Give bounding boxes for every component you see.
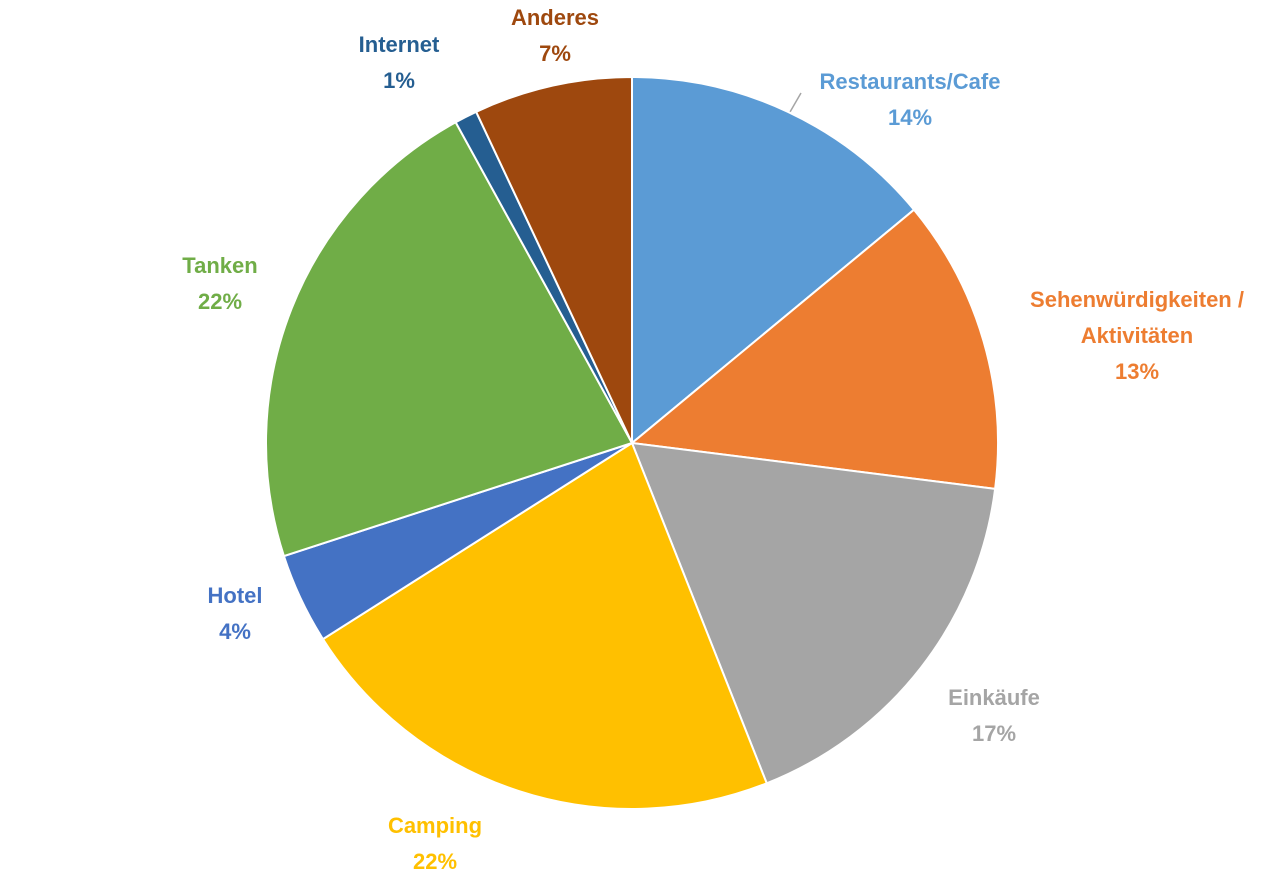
category-label: Camping — [387, 813, 483, 838]
data-label: Anderes 7% — [511, 0, 599, 72]
pie-slice — [631, 75, 916, 446]
value-label: 22% — [197, 289, 243, 314]
pie-slice — [474, 75, 633, 444]
category-label: Hotel — [207, 583, 263, 608]
category-label: Internet — [358, 32, 440, 57]
value-label: 22% — [412, 849, 458, 874]
data-label: Internet 1% — [359, 27, 440, 99]
category-label: Sehenwürdigkeiten / Aktivitäten — [1030, 287, 1244, 348]
value-label: 7% — [539, 41, 571, 66]
data-label: Restaurants/Cafe 14% — [820, 64, 1001, 136]
pie-slice — [321, 441, 769, 810]
pie-slice — [265, 120, 634, 558]
category-label: Tanken — [182, 253, 258, 278]
value-label: 17% — [971, 721, 1017, 746]
value-label: 14% — [887, 105, 933, 130]
leader-line — [789, 92, 802, 113]
data-label: Sehenwürdigkeiten / Aktivitäten 13% — [997, 282, 1277, 390]
data-label: Tanken 22% — [182, 248, 257, 320]
category-label: Einkäufe — [948, 685, 1040, 710]
category-label: Anderes — [510, 5, 600, 30]
value-label: 4% — [219, 619, 251, 644]
value-label: 1% — [383, 68, 415, 93]
pie-slice — [630, 441, 997, 785]
pie-slice — [629, 208, 999, 490]
data-label: Einkäufe 17% — [948, 680, 1040, 752]
category-label: Restaurants/Cafe — [819, 69, 1001, 94]
data-label: Camping 22% — [388, 808, 482, 880]
value-label: 13% — [1114, 359, 1160, 384]
data-label: Hotel 4% — [208, 578, 263, 650]
